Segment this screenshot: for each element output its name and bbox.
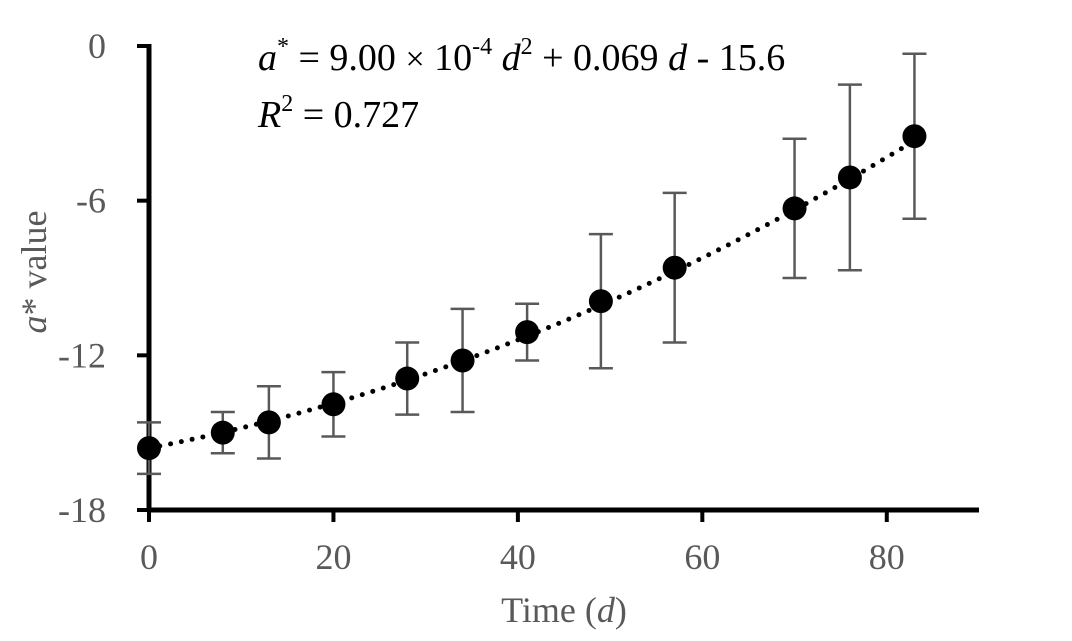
error-bars <box>137 52 927 476</box>
trendline <box>146 138 917 451</box>
data-point <box>450 348 475 373</box>
data-point <box>256 410 281 435</box>
x-tick-label: 20 <box>315 537 351 577</box>
data-point <box>210 420 235 445</box>
data-point <box>515 320 540 345</box>
y-tick-label: 0 <box>88 26 106 66</box>
data-points <box>137 124 927 461</box>
r-squared-label: R2 = 0.727 <box>257 91 419 136</box>
x-tick-label: 60 <box>684 537 720 577</box>
y-tick-label: -6 <box>76 181 106 221</box>
x-tick-label: 80 <box>869 537 905 577</box>
x-tick-label: 40 <box>500 537 536 577</box>
data-point <box>395 366 420 391</box>
data-point <box>837 165 862 190</box>
y-tick-label: -12 <box>58 335 106 375</box>
data-point <box>588 289 613 314</box>
x-axis-title: Time (d) <box>501 590 627 630</box>
tick-labels: 0 -6 -12 -18 0 20 40 60 80 <box>58 26 905 577</box>
trendline-path <box>146 138 917 451</box>
data-point <box>782 196 807 221</box>
data-point <box>662 255 687 280</box>
data-point <box>321 392 346 417</box>
data-point <box>902 124 927 149</box>
x-tick-label: 0 <box>140 537 158 577</box>
y-tick-label: -18 <box>58 490 106 530</box>
data-point <box>137 436 161 461</box>
equation-label: a* = 9.00 × 10-4 d2 + 0.069 d - 15.6 <box>258 34 785 79</box>
y-axis-title: a* value <box>14 211 54 334</box>
tick-marks <box>137 44 889 522</box>
